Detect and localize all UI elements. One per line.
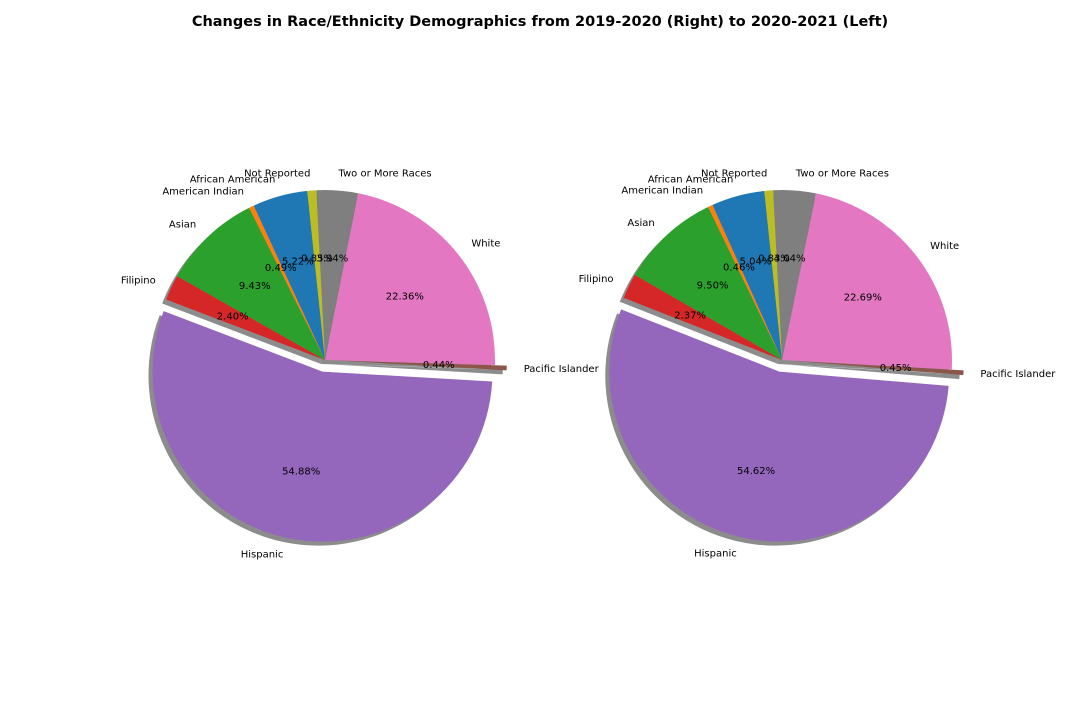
value-label-hispanic: 54.62% xyxy=(737,466,775,477)
label-two-or-more-races: Two or More Races xyxy=(795,169,889,180)
pie-chart-right: African American 5.04% American Indian 0.46… xyxy=(579,169,1057,560)
pie-labels: African American 5.04% American Indian 0.46… xyxy=(579,169,1057,560)
label-two-or-more-races: Two or More Races xyxy=(338,168,432,179)
wedge-not-reported xyxy=(764,190,782,360)
value-label-not-reported: 0.85% xyxy=(301,253,333,264)
wedge-african-american xyxy=(712,190,782,360)
shadow-pacific-islander xyxy=(332,364,503,375)
wedge-american-indian xyxy=(249,205,325,360)
pie-chart-left: African American 5.22% American Indian 0.49… xyxy=(121,168,600,560)
label-white: White xyxy=(471,239,500,250)
value-label-hispanic: 54.88% xyxy=(282,466,320,477)
wedge-white xyxy=(325,193,495,366)
value-label-american-indian: 0.49% xyxy=(265,263,297,274)
label-filipino: Filipino xyxy=(121,275,156,286)
wedge-not-reported xyxy=(307,190,325,360)
wedge-hispanic xyxy=(609,309,949,542)
label-filipino: Filipino xyxy=(579,274,614,285)
wedge-asian xyxy=(634,206,782,360)
wedge-pacific-islander xyxy=(793,360,964,376)
label-asian: Asian xyxy=(169,219,196,230)
label-african-american: African American xyxy=(648,174,734,185)
chart-title: Changes in Race/Ethnicity Demographics f… xyxy=(192,14,888,30)
value-label-white: 22.36% xyxy=(386,291,424,302)
label-asian: Asian xyxy=(627,218,654,229)
value-label-filipino: 2.37% xyxy=(674,311,706,322)
value-label-two-or-more-races: 3.94% xyxy=(316,253,348,264)
value-label-asian: 9.50% xyxy=(697,280,729,291)
label-not-reported: Not Reported xyxy=(701,169,767,180)
wedge-two-or-more-races xyxy=(773,190,816,360)
value-label-pacific-islander: 0.44% xyxy=(423,360,455,371)
wedge-hispanic xyxy=(152,311,493,542)
value-label-american-indian: 0.46% xyxy=(723,263,755,274)
pie-wedges xyxy=(152,190,507,542)
value-label-filipino: 2.40% xyxy=(217,312,249,323)
wedge-american-indian xyxy=(708,204,782,360)
shadow-pacific-islander xyxy=(789,364,960,380)
wedge-asian xyxy=(177,207,325,360)
value-label-pacific-islander: 0.45% xyxy=(880,363,912,374)
wedge-african-american xyxy=(253,190,325,360)
label-african-american: African American xyxy=(190,175,276,186)
label-hispanic: Hispanic xyxy=(241,549,284,560)
value-label-white: 22.69% xyxy=(844,293,882,304)
pie-labels: African American 5.22% American Indian 0.49… xyxy=(121,168,600,560)
value-label-not-reported: 0.83% xyxy=(758,253,790,264)
wedge-white xyxy=(782,193,952,370)
label-hispanic: Hispanic xyxy=(694,549,737,560)
label-pacific-islander: Pacific Islander xyxy=(524,364,600,375)
label-american-indian: American Indian xyxy=(162,186,244,197)
wedge-pacific-islander xyxy=(336,360,507,371)
label-pacific-islander: Pacific Islander xyxy=(980,369,1056,380)
wedge-filipino xyxy=(166,276,325,360)
value-label-two-or-more-races: 4.04% xyxy=(774,253,806,264)
pie-wedges xyxy=(609,190,964,542)
value-label-african-american: 5.04% xyxy=(740,257,772,268)
label-white: White xyxy=(930,241,959,252)
wedge-two-or-more-races xyxy=(316,190,359,360)
value-label-asian: 9.43% xyxy=(239,281,271,292)
wedge-filipino xyxy=(623,275,782,360)
label-not-reported: Not Reported xyxy=(244,169,310,180)
value-label-african-american: 5.22% xyxy=(282,257,314,268)
label-american-indian: American Indian xyxy=(621,185,703,196)
